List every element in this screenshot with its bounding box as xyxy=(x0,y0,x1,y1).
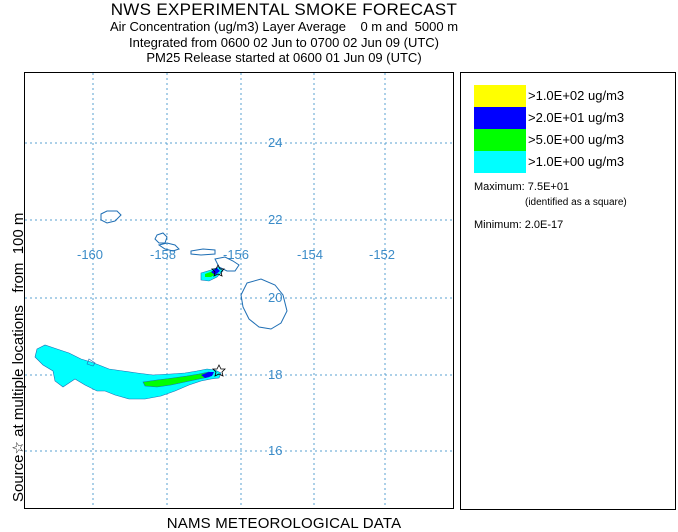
island-kauai xyxy=(154,232,168,244)
source-star-icon xyxy=(211,264,225,277)
legend-swatch xyxy=(474,85,526,107)
legend-swatch xyxy=(474,129,526,151)
lat-label: 16 xyxy=(268,443,282,458)
map-panel[interactable]: -160 -158 -156 -154 -152 24 22 20 18 16 xyxy=(24,72,454,509)
island-oahu xyxy=(157,242,180,252)
lon-label: -156 xyxy=(223,247,249,262)
lat-label: 18 xyxy=(268,367,282,382)
lon-label: -154 xyxy=(297,247,323,262)
maximum-value: Maximum: 7.5E+01 xyxy=(474,181,570,193)
lat-label: 24 xyxy=(268,135,282,150)
lat-label: 20 xyxy=(268,290,282,305)
legend-label: >2.0E+01 ug/m3 xyxy=(528,110,625,125)
lat-label: 22 xyxy=(268,212,282,227)
source-star-icon xyxy=(212,364,226,377)
legend-label: >1.0E+00 ug/m3 xyxy=(528,154,625,169)
island-niihau xyxy=(100,210,122,224)
map-svg[interactable]: -160 -158 -156 -154 -152 24 22 20 18 16 xyxy=(25,73,453,508)
coastlines xyxy=(100,210,288,330)
map-title: NWS EXPERIMENTAL SMOKE FORECAST xyxy=(110,0,458,19)
footer-label: NAMS METEOROLOGICAL DATA xyxy=(166,515,402,532)
smoke-plume-south xyxy=(34,344,222,400)
legend-item: >1.0E+02 ug/m3 xyxy=(474,85,674,107)
source-markers xyxy=(211,264,226,377)
island-molokai xyxy=(190,248,216,256)
island-big-island xyxy=(240,278,288,330)
legend-swatch xyxy=(474,107,526,129)
subtitle-integration: Integrated from 0600 02 Jun to 0700 02 J… xyxy=(128,34,440,50)
legend-item: >5.0E+00 ug/m3 xyxy=(474,129,674,151)
lon-label: -158 xyxy=(150,247,176,262)
island-maui xyxy=(214,256,240,272)
legend-panel: >1.0E+02 ug/m3 >2.0E+01 ug/m3 >5.0E+00 u… xyxy=(460,72,676,510)
subtitle-release: PM25 Release started at 0600 01 Jun 09 (… xyxy=(146,50,422,65)
map-header: NWS EXPERIMENTAL SMOKE FORECAST Air Conc… xyxy=(24,0,544,66)
minimum-value: Minimum: 2.0E-17 xyxy=(474,219,564,231)
lon-label: -160 xyxy=(77,247,103,262)
legend-label: >1.0E+02 ug/m3 xyxy=(528,88,625,103)
maximum-note: (identified as a square) xyxy=(525,197,627,208)
legend-label: >5.0E+00 ug/m3 xyxy=(528,132,625,147)
legend-item: >1.0E+00 ug/m3 xyxy=(474,151,674,173)
legend-item: >2.0E+01 ug/m3 xyxy=(474,107,674,129)
lon-label: -152 xyxy=(369,247,395,262)
legend-swatch xyxy=(474,151,526,173)
subtitle-concentration: Air Concentration (ug/m3) Layer Average … xyxy=(109,19,459,34)
graticule xyxy=(25,73,453,508)
